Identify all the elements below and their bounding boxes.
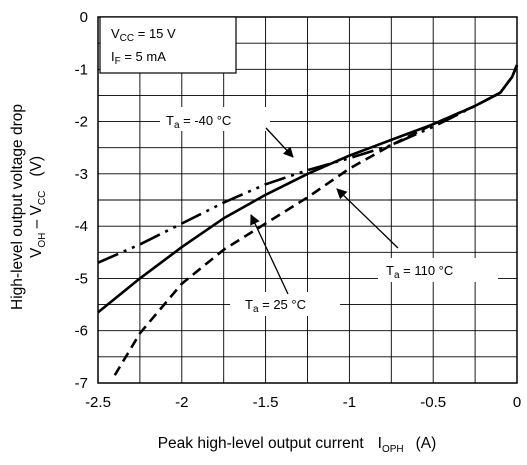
annotation-25-arrow (250, 214, 289, 295)
y-tick-label: 0 (80, 9, 88, 26)
y-tick-label: -4 (75, 218, 88, 235)
y-tick-label: -2 (75, 114, 88, 131)
x-tick-label: -2 (175, 394, 188, 411)
x-tick-label: -2.5 (85, 394, 111, 411)
y-axis-label: High-level output voltage drop VOH – VCC… (9, 104, 48, 310)
annotation-minus40-label: Ta = -40 °C (166, 113, 231, 131)
annotation-25-label: Ta = 25 °C (245, 297, 306, 315)
annotation-110-bg (378, 258, 498, 282)
annotation-110-arrow (336, 188, 399, 249)
annotation-minus40-arrow (265, 127, 294, 158)
y-tick-label: -3 (75, 166, 88, 183)
annotation-25: Ta = 25 °C (230, 214, 340, 316)
x-tick-label: -0.5 (420, 394, 446, 411)
condition-vcc: VCC = 15 V (111, 26, 176, 44)
x-tick-label: -1.5 (253, 394, 279, 411)
series-line-1 (97, 64, 519, 264)
y-tick-label: -6 (75, 323, 88, 340)
x-axis-label: Peak high-level output current IOPH (A) (158, 435, 437, 455)
annotation-minus40-bg (160, 107, 270, 131)
y-axis-label-line2: VOH – VCC(V) (28, 156, 48, 258)
plot-frame (97, 16, 518, 384)
x-tick-label: 0 (513, 394, 521, 411)
y-tick-label: -7 (75, 375, 88, 392)
series-line-3 (113, 64, 519, 376)
annotation-110: Ta = 110 °C (336, 188, 498, 282)
annotation-110-label: Ta = 110 °C (386, 263, 453, 281)
x-tick-label: -1 (343, 394, 356, 411)
ticks: -2.5 -2 -1.5 -1 -0.5 0 0 -1 -2 -3 -4 -5 -6 -7 (75, 9, 522, 411)
annotation-25-bg (230, 292, 340, 316)
y-tick-label: -5 (75, 270, 88, 287)
annotation-minus40: Ta = -40 °C (160, 107, 294, 158)
condition-if: IF = 5 mA (111, 49, 166, 67)
y-axis-label-line1: High-level output voltage drop (9, 104, 26, 310)
conditions-box-frame (99, 16, 237, 74)
y-tick-label: -1 (75, 61, 88, 78)
series-layer (97, 64, 519, 376)
conditions-box: VCC = 15 V IF = 5 mA (99, 16, 237, 74)
